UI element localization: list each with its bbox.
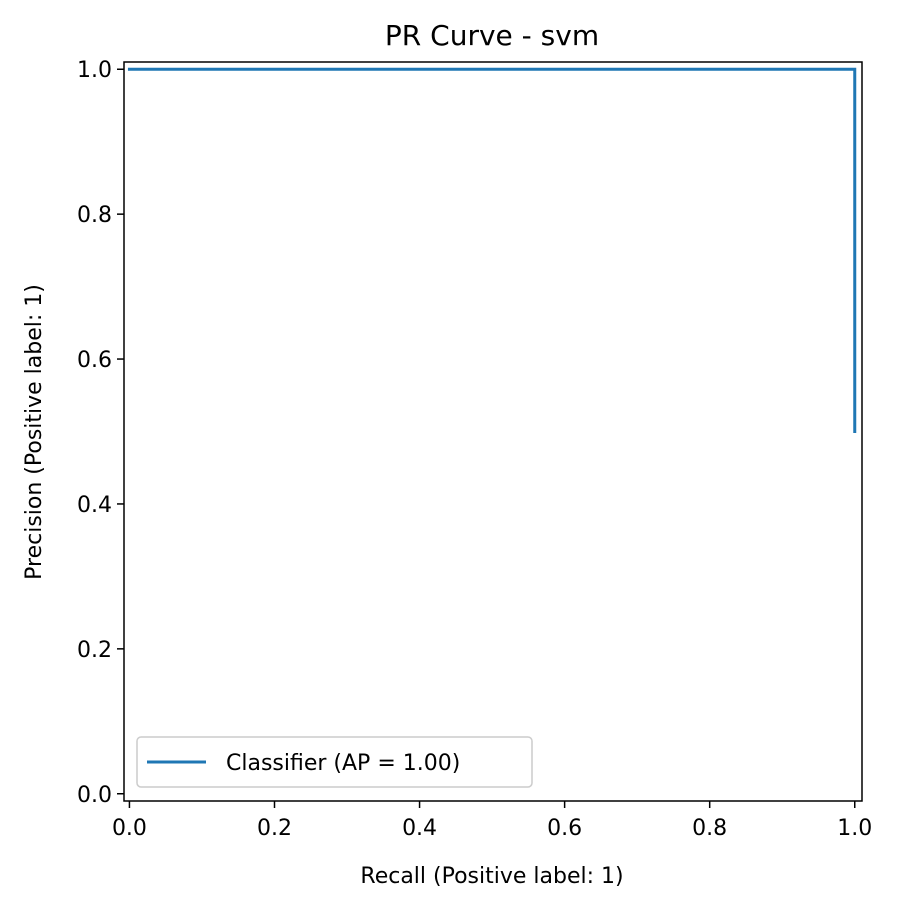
y-tick-label: 1.0	[77, 58, 112, 83]
x-tick-label: 0.4	[402, 816, 437, 841]
chart-title: PR Curve - svm	[385, 19, 599, 52]
legend: Classifier (AP = 1.00)	[136, 736, 533, 788]
x-tick-label: 1.0	[837, 816, 872, 841]
axes-frame	[123, 61, 863, 802]
legend-label: Classifier (AP = 1.00)	[226, 751, 460, 776]
x-axis-label: Recall (Positive label: 1)	[360, 864, 623, 889]
x-tick-label: 0.2	[257, 816, 292, 841]
y-tick-label: 0.0	[77, 783, 112, 808]
y-tick-label: 0.8	[77, 203, 112, 228]
y-tick-label: 0.4	[77, 493, 112, 518]
legend-box	[136, 736, 533, 788]
x-tick-label: 0.6	[547, 816, 582, 841]
y-tick-label: 0.2	[77, 638, 112, 663]
x-tick-label: 0.8	[692, 816, 727, 841]
axes: 0.0 0.2 0.4 0.6 0.8 1.0 0.0 0.2 0.4 0.6 0.8 1.0	[77, 58, 872, 841]
y-tick-label: 0.6	[77, 348, 112, 373]
y-axis-label: Precision (Positive label: 1)	[22, 284, 47, 580]
x-tick-label: 0.0	[112, 816, 147, 841]
series-line-0	[127, 67, 857, 433]
plot-area	[127, 67, 857, 433]
